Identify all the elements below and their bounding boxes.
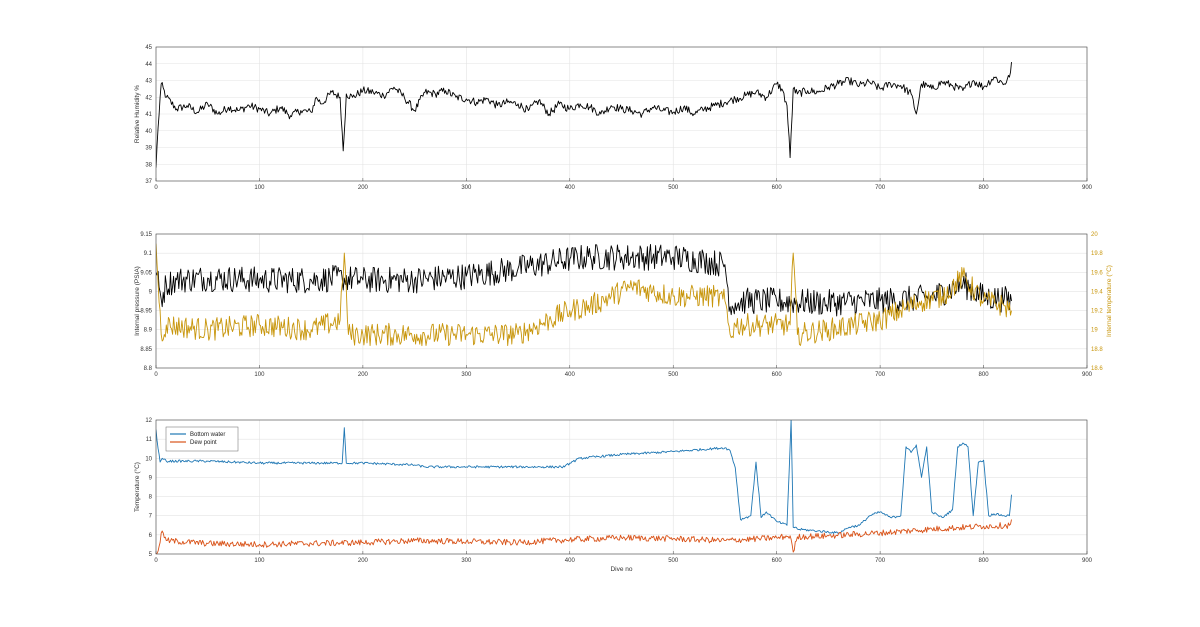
y-tick-label: 40 bbox=[145, 129, 152, 135]
plot-frame bbox=[155, 46, 1088, 182]
y-right-tick-label: 18.8 bbox=[1091, 347, 1103, 353]
legend-label: Dew point bbox=[190, 440, 217, 446]
x-tick-label: 800 bbox=[979, 185, 990, 191]
x-tick-label: 500 bbox=[668, 372, 679, 378]
y-tick-label: 8 bbox=[149, 495, 153, 501]
y-tick-label: 8.8 bbox=[144, 366, 153, 372]
y-tick-label: 9.05 bbox=[140, 270, 152, 276]
y-tick-label: 9 bbox=[149, 475, 153, 481]
series-line-1 bbox=[156, 243, 1012, 317]
series-line-1 bbox=[156, 420, 1012, 534]
y-right-tick-label: 20 bbox=[1091, 232, 1098, 238]
y-right-tick-label: 19.4 bbox=[1091, 289, 1103, 295]
x-tick-label: 0 bbox=[154, 185, 158, 191]
x-tick-label: 500 bbox=[668, 558, 679, 564]
y-tick-label: 9.1 bbox=[144, 251, 153, 257]
x-tick-label: 200 bbox=[358, 372, 369, 378]
y-tick-label: 8.95 bbox=[140, 309, 152, 315]
y-tick-label: 39 bbox=[145, 146, 152, 152]
x-tick-label: 700 bbox=[875, 372, 886, 378]
chart-1: 0 100 200 300 400 500 600 700 800 900 37 38 39 40 41 42… bbox=[134, 45, 1093, 191]
y-axis-label: Internal pressure (PSIA) bbox=[134, 266, 141, 336]
series-line-2 bbox=[156, 519, 1012, 554]
y-tick-label: 5 bbox=[149, 552, 153, 558]
x-tick-label: 300 bbox=[461, 372, 472, 378]
plot-frame bbox=[155, 233, 1088, 369]
y-tick-label: 41 bbox=[145, 112, 152, 118]
y-tick-label: 11 bbox=[146, 437, 153, 443]
x-tick-label: 400 bbox=[565, 558, 576, 564]
y-tick-label: 45 bbox=[145, 45, 152, 51]
x-tick-label: 400 bbox=[565, 372, 576, 378]
y-right-axis-label: Internal temperature (°C) bbox=[1105, 265, 1113, 337]
plot-frame bbox=[155, 419, 1088, 555]
y-axis-label: Relative Humidity % bbox=[134, 85, 141, 143]
x-tick-label: 400 bbox=[565, 185, 576, 191]
y-tick-label: 10 bbox=[145, 456, 152, 462]
series-line-1 bbox=[156, 62, 1012, 168]
x-tick-label: 100 bbox=[254, 185, 265, 191]
x-tick-label: 300 bbox=[461, 185, 472, 191]
legend-label: Bottom water bbox=[190, 432, 225, 438]
x-tick-label: 700 bbox=[875, 558, 886, 564]
x-tick-label: 700 bbox=[875, 185, 886, 191]
x-tick-label: 800 bbox=[979, 558, 990, 564]
x-tick-label: 100 bbox=[254, 372, 265, 378]
y-right-tick-label: 18.6 bbox=[1091, 366, 1103, 372]
x-tick-label: 800 bbox=[979, 372, 990, 378]
chart-2: 0 100 200 300 400 500 600 700 800 900 8.8 8.85 8.9 8.… bbox=[134, 232, 1113, 378]
y-tick-label: 8.85 bbox=[140, 347, 152, 353]
y-tick-label: 44 bbox=[145, 62, 152, 68]
series-line-2 bbox=[156, 243, 1012, 347]
y-tick-label: 8.9 bbox=[144, 328, 153, 334]
x-tick-label: 0 bbox=[154, 558, 158, 564]
x-tick-label: 0 bbox=[154, 372, 158, 378]
chart-3: 0 100 200 300 400 500 600 700 800 900 5 6 7 8 9 10 11 12 T… bbox=[133, 418, 1093, 573]
y-tick-label: 38 bbox=[145, 162, 152, 168]
y-right-tick-label: 19.6 bbox=[1091, 270, 1103, 276]
x-tick-label: 600 bbox=[772, 185, 783, 191]
y-tick-label: 37 bbox=[145, 179, 152, 185]
x-tick-label: 100 bbox=[254, 558, 265, 564]
y-tick-label: 9.15 bbox=[140, 232, 152, 238]
y-axis-label: Temperature (°C) bbox=[133, 462, 141, 512]
y-tick-label: 42 bbox=[145, 95, 152, 101]
y-tick-label: 6 bbox=[149, 533, 153, 539]
x-tick-label: 600 bbox=[772, 558, 783, 564]
legend: Bottom water Dew point bbox=[165, 426, 239, 452]
y-right-tick-label: 19.2 bbox=[1091, 309, 1103, 315]
x-tick-label: 900 bbox=[1082, 372, 1093, 378]
y-right-tick-label: 19 bbox=[1091, 328, 1098, 334]
x-tick-label: 200 bbox=[358, 185, 369, 191]
x-tick-label: 600 bbox=[772, 372, 783, 378]
x-tick-label: 900 bbox=[1082, 185, 1093, 191]
y-tick-label: 43 bbox=[145, 79, 152, 85]
y-tick-label: 7 bbox=[149, 514, 153, 520]
x-axis-label: Dive no bbox=[610, 566, 632, 573]
y-tick-label: 9 bbox=[149, 289, 153, 295]
x-tick-label: 500 bbox=[668, 185, 679, 191]
y-tick-label: 12 bbox=[145, 418, 152, 424]
x-tick-label: 200 bbox=[358, 558, 369, 564]
legend-box bbox=[165, 426, 239, 452]
x-tick-label: 300 bbox=[461, 558, 472, 564]
y-right-tick-label: 19.8 bbox=[1091, 251, 1103, 257]
x-tick-label: 900 bbox=[1082, 558, 1093, 564]
